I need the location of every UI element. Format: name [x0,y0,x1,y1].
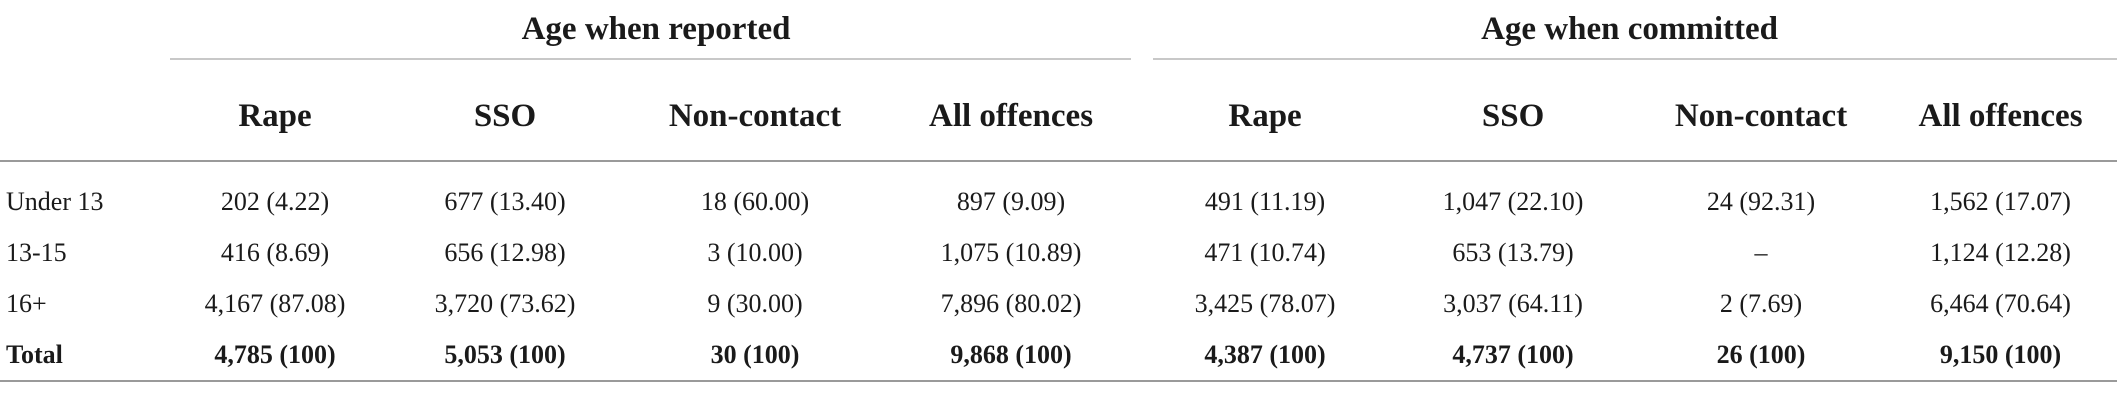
table-cell: 1,075 (10.89) [940,237,1082,267]
table-cell: 6,464 (70.64) [1930,288,2071,318]
table-cell: 3,720 (73.62) [434,288,576,318]
column-header: Rape [238,97,312,134]
row-label: Under 13 [6,186,104,216]
table-cell: 9,150 (100) [1939,339,2062,369]
column-header: Non-contact [1674,97,1848,134]
stub-header [0,72,170,161]
group-header-reported: Age when reported [521,10,791,47]
table-cell: – [1754,237,1768,267]
table-cell: 2 (7.69) [1719,288,1803,318]
row-label: Total [6,339,63,369]
table-cell: 897 (9.09) [956,186,1066,216]
table-cell: 3,037 (64.11) [1443,288,1583,318]
table-row: Under 13 202 (4.22) 677 (13.40) 18 (60.0… [0,162,2117,227]
row-label: 13-15 [6,237,67,267]
table-cell: 18 (60.00) [700,186,810,216]
offences-by-age-table: Age when reported Age when committed Rap… [0,0,2117,383]
table-cell: 677 (13.40) [444,186,566,216]
column-header: Non-contact [668,97,842,134]
table-cell: 9 (30.00) [707,288,803,318]
table-cell: 4,785 (100) [214,339,336,369]
column-header: SSO [473,97,537,134]
bottom-rule [0,380,2117,383]
table-cell: 7,896 (80.02) [940,288,1082,318]
table-cell: 653 (13.79) [1452,237,1574,267]
table-cell: 24 (92.31) [1706,186,1816,216]
table-row-total: Total 4,785 (100) 5,053 (100) 30 (100) 9… [0,329,2117,381]
column-header: All offences [929,97,1094,134]
table-cell: 202 (4.22) [220,186,330,216]
table-cell: 656 (12.98) [444,237,566,267]
group-header-committed: Age when committed [1481,10,1779,47]
table-cell: 4,387 (100) [1204,339,1326,369]
table-cell: 3 (10.00) [707,237,803,267]
table-cell: 30 (100) [710,339,800,369]
table-cell: 26 (100) [1716,339,1806,369]
table-cell: 1,047 (22.10) [1442,186,1584,216]
table-cell: 5,053 (100) [444,339,566,369]
table-cell: 491 (11.19) [1204,186,1326,216]
group-rule-reported [170,58,1154,72]
table-cell: 471 (10.74) [1204,237,1326,267]
table-cell: 4,737 (100) [1452,339,1574,369]
table-cell: 3,425 (78.07) [1194,288,1336,318]
table-cell: 416 (8.69) [220,237,330,267]
table-cell: 1,562 (17.07) [1930,186,2071,216]
table-cell: 9,868 (100) [950,339,1072,369]
column-header: SSO [1481,97,1545,134]
table-cell: 4,167 (87.08) [204,288,346,318]
corner-cell [0,0,170,59]
group-rule-committed [1131,58,2117,72]
table-row: 16+ 4,167 (87.08) 3,720 (73.62) 9 (30.00… [0,278,2117,329]
table-cell: 1,124 (12.28) [1930,237,2071,267]
column-header: All offences [1918,97,2083,134]
row-label: 16+ [6,288,47,318]
table-row: 13-15 416 (8.69) 656 (12.98) 3 (10.00) 1… [0,227,2117,278]
column-header: Rape [1228,97,1302,134]
